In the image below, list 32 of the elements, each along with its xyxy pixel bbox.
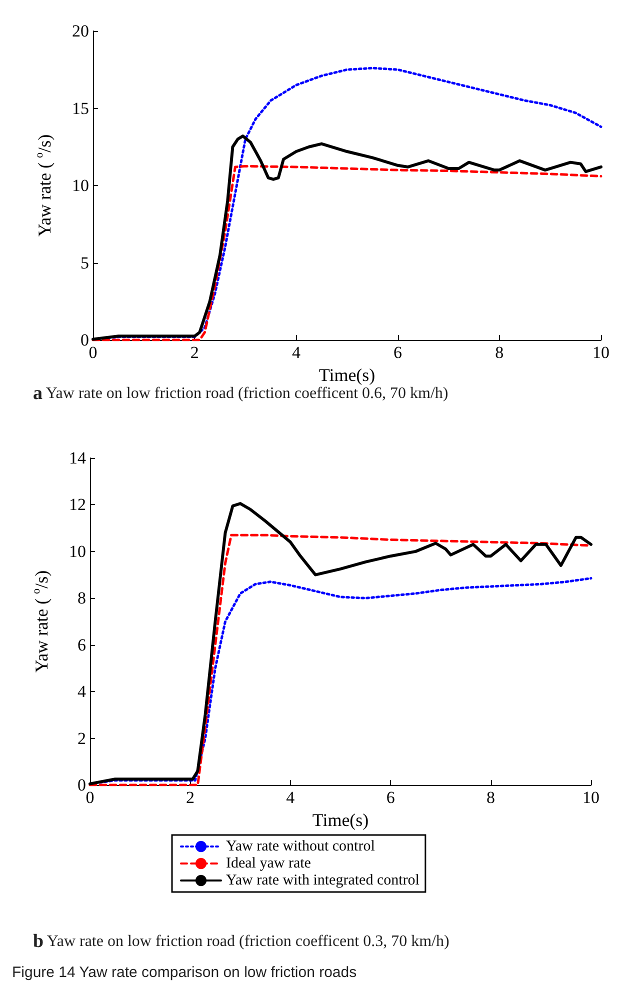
x-tick-label: 8 xyxy=(486,788,496,807)
text: b Yaw rate on low friction road (friction coefficent 0.3, 70 km/h) xyxy=(33,931,450,952)
x-tick-label: 10 xyxy=(582,788,600,807)
y-tick-label: 20 xyxy=(72,22,89,40)
y-axis-title: Yaw rate ( o/s) xyxy=(30,570,52,673)
x-tick-label: 4 xyxy=(292,343,301,362)
y-tick-label: 10 xyxy=(72,176,89,195)
caption: Figure 14 Yaw rate comparison on low friction roads xyxy=(12,964,357,981)
y-tick-label: 12 xyxy=(69,495,86,514)
x-tick-label: 10 xyxy=(592,343,610,362)
legend-label: Yaw rate with integrated control xyxy=(226,872,420,888)
y-tick-label: 15 xyxy=(72,98,89,118)
y-axis-title: Yaw rate ( o/s) xyxy=(34,134,54,237)
x-tick-label: 4 xyxy=(286,788,296,807)
y-tick-label: 14 xyxy=(69,448,86,468)
legend-label: Yaw rate without control xyxy=(226,838,375,854)
x-tick-label: 6 xyxy=(386,788,395,807)
y-tick-label: 0 xyxy=(78,776,86,794)
y-tick-label: 2 xyxy=(78,728,86,748)
y-tick-label: 8 xyxy=(78,588,86,608)
x-tick-label: 6 xyxy=(394,343,402,362)
y-tick-label: 5 xyxy=(80,253,89,272)
y-tick-label: 6 xyxy=(78,635,86,654)
y-tick-label: 4 xyxy=(78,682,86,702)
y-tick-label: 10 xyxy=(69,542,86,561)
x-axis-title: Time(s) xyxy=(312,810,369,830)
x-tick-label: 8 xyxy=(495,343,504,362)
x-tick-label: 2 xyxy=(190,343,199,362)
x-axis-title: Time(s) xyxy=(318,364,376,385)
y-tick-label: 0 xyxy=(80,330,89,350)
x-tick-label: 2 xyxy=(186,788,194,807)
legend-label: Ideal yaw rate xyxy=(226,856,312,872)
